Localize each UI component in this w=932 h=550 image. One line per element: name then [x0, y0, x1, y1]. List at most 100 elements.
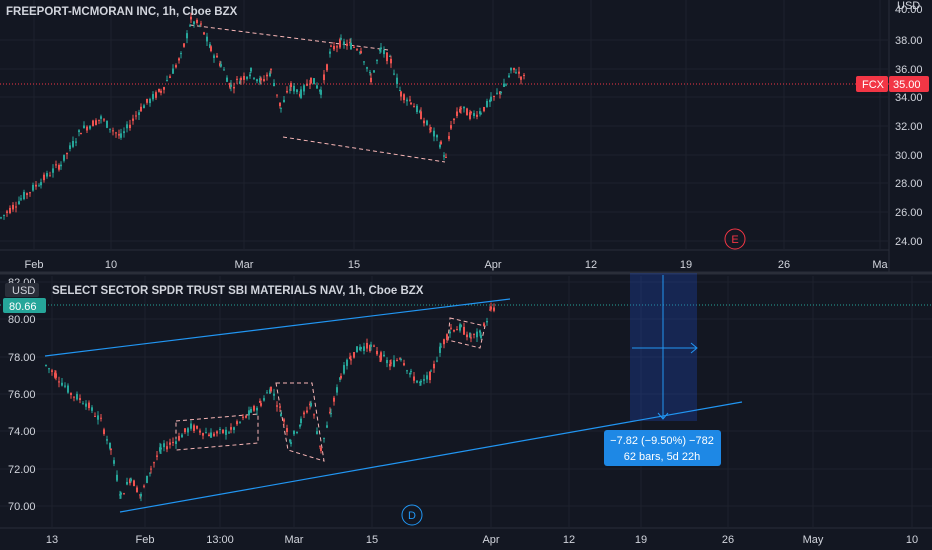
- candle-body: [416, 105, 418, 113]
- candle-body: [466, 334, 468, 338]
- flag-pattern-2[interactable]: [275, 382, 325, 462]
- channel-upper-line[interactable]: [44, 298, 511, 357]
- candle-body: [426, 375, 428, 380]
- candle-body: [89, 126, 91, 129]
- candle-body: [175, 65, 177, 68]
- candle-body: [45, 364, 47, 366]
- candle-body: [85, 403, 87, 407]
- candle-body: [390, 362, 392, 364]
- candle-body: [180, 53, 182, 55]
- bottom-time-axis[interactable]: 13 Feb 13:00 Mar 15 Apr 12 19 26 May 10: [46, 534, 918, 546]
- candle-body: [486, 100, 488, 107]
- candle-body: [336, 46, 338, 48]
- top-price-axis[interactable]: 40.00 38.00 36.00 34.00 32.00 30.00 28.00 26.00…: [895, 4, 923, 248]
- candle-body: [146, 475, 148, 483]
- candle-body: [236, 421, 238, 425]
- candle-body: [178, 58, 180, 61]
- candle-body: [169, 76, 171, 78]
- candle-body: [276, 94, 278, 96]
- top-trendline-lower[interactable]: [282, 136, 446, 163]
- candle-body: [160, 447, 162, 450]
- candle-body: [400, 91, 402, 97]
- candle-body: [363, 61, 365, 63]
- bottom-x-tick-label: Feb: [136, 534, 155, 546]
- candle-body: [323, 437, 325, 439]
- candle-body: [67, 385, 69, 393]
- candle-body: [296, 89, 298, 92]
- dividend-event-marker[interactable]: [401, 504, 423, 526]
- candle-body: [289, 89, 291, 91]
- candle-body: [379, 49, 381, 51]
- candle-body: [83, 125, 85, 129]
- candle-body: [433, 363, 435, 369]
- candle-body: [12, 204, 14, 210]
- candle-body: [143, 105, 145, 109]
- candle-body: [330, 45, 332, 47]
- earnings-event-marker[interactable]: [724, 228, 746, 250]
- candle-body: [399, 358, 401, 360]
- candle-body: [178, 436, 180, 441]
- candle-body: [149, 472, 151, 474]
- candle-body: [453, 118, 455, 121]
- candle-body: [316, 85, 318, 89]
- candle-body: [249, 74, 251, 77]
- candle-body: [480, 335, 482, 338]
- candle-body: [169, 442, 171, 445]
- candle-body: [409, 99, 411, 101]
- bottom-currency-badge[interactable]: [5, 283, 39, 297]
- bottom-y-tick-label: 70.00: [8, 501, 36, 513]
- candle-body: [210, 432, 212, 438]
- candle-body: [393, 73, 395, 75]
- candle-body: [48, 368, 50, 370]
- top-drawings[interactable]: [0, 24, 889, 163]
- candle-body: [489, 309, 491, 311]
- top-time-axis[interactable]: Feb 10 Mar 15 Apr 12 19 26 Ma: [25, 259, 889, 271]
- candle-body: [63, 154, 65, 161]
- flag-pattern-3[interactable]: [447, 317, 486, 349]
- candle-body: [283, 99, 285, 103]
- candle-body: [70, 393, 72, 395]
- candle-body: [132, 118, 134, 121]
- candle-body: [152, 94, 154, 100]
- candle-body: [313, 78, 315, 85]
- measure-label-box[interactable]: [604, 430, 721, 466]
- candle-body: [58, 381, 60, 383]
- candle-body: [426, 120, 428, 125]
- candle-body: [206, 36, 208, 42]
- candle-body: [416, 380, 418, 383]
- bottom-x-tick-label: 15: [366, 534, 378, 546]
- candle-body: [500, 91, 502, 94]
- candle-body: [190, 16, 192, 20]
- candle-body: [333, 397, 335, 402]
- candle-body: [20, 198, 22, 200]
- candle-body: [330, 413, 332, 415]
- candle-body: [222, 429, 224, 434]
- candle-body: [239, 421, 241, 423]
- top-trendline-upper[interactable]: [189, 24, 389, 51]
- candle-body: [110, 448, 112, 450]
- candle-body: [172, 68, 174, 74]
- candle-body: [346, 359, 348, 366]
- candle-body: [456, 329, 458, 331]
- candle-body: [133, 480, 135, 487]
- candle-body: [46, 173, 48, 177]
- candle-body: [0, 217, 2, 219]
- bottom-drawings[interactable]: [0, 273, 932, 513]
- candle-body: [463, 326, 465, 335]
- candle-body: [233, 86, 235, 89]
- candle-body: [184, 428, 186, 433]
- measure-arrowhead-right: [690, 342, 698, 354]
- candle-body: [413, 376, 415, 381]
- candle-body: [103, 119, 105, 121]
- candle-body: [3, 214, 5, 216]
- candle-body: [466, 108, 468, 116]
- bottom-x-tick-label: Apr: [482, 534, 499, 546]
- candle-body: [440, 346, 442, 348]
- channel-lower-line[interactable]: [119, 401, 743, 513]
- top-y-tick-label: 38.00: [895, 35, 923, 47]
- candle-body: [370, 77, 372, 83]
- candle-body: [299, 424, 301, 427]
- candle-body: [199, 25, 201, 27]
